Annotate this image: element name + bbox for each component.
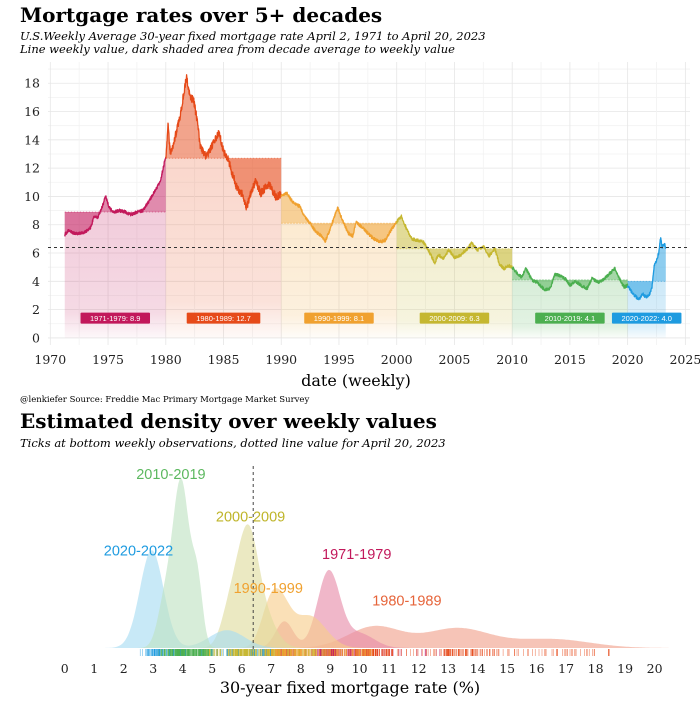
decade-label-2020-2022: 2020-2022: 4.0 [621, 314, 671, 323]
x-tick-1970: 1970 [34, 352, 66, 367]
bottom-chart-subtitle: Ticks at bottom weekly observations, dot… [20, 436, 446, 450]
density-x-tick-2: 2 [120, 661, 128, 676]
y-tick-4: 4 [32, 274, 40, 289]
density-x-tick-17: 17 [558, 661, 574, 676]
decade-label-box-2020-2022 [611, 312, 682, 324]
y-tick-18: 18 [24, 76, 40, 91]
x-tick-1995: 1995 [323, 352, 355, 367]
y-tick-6: 6 [32, 246, 40, 261]
density-x-tick-3: 3 [149, 661, 157, 676]
y-tick-14: 14 [24, 132, 40, 147]
density-x-tick-16: 16 [529, 661, 545, 676]
decade-label-box-2010-2019 [535, 312, 605, 324]
x-tick-1975: 1975 [92, 352, 124, 367]
decade-label-1990-1999: 1990-1999: 8.1 [314, 314, 364, 323]
x-tick-2025: 2025 [669, 352, 700, 367]
weekly-line-1990-1999 [280, 191, 398, 244]
density-x-tick-14: 14 [470, 661, 486, 676]
top-chart-y-ticks: 0 2 4 6 8 10 12 14 16 18 [24, 76, 40, 346]
decade-average-area-2000-2009 [396, 248, 513, 338]
y-tick-8: 8 [32, 217, 40, 232]
density-2020-2022 [73, 550, 670, 648]
deviation-area-2020-2022 [627, 237, 666, 300]
top-chart-decade-averages [64, 157, 666, 338]
density-label-2020-2022: 2020-2022 [104, 543, 173, 559]
top-chart-x-axis-label: date (weekly) [301, 371, 411, 390]
density-x-tick-15: 15 [499, 661, 515, 676]
decade-label-box-2000-2009 [419, 312, 490, 324]
decade-average-area-2010-2019 [512, 279, 628, 338]
decade-label-2010-2019: 2010-2019: 4.1 [545, 314, 595, 323]
density-x-tick-6: 6 [238, 661, 246, 676]
density-x-tick-18: 18 [588, 661, 604, 676]
top-chart-x-ticks: 1970 1975 1980 1985 1990 1995 2000 2005 2010 2015… [34, 352, 700, 367]
weekly-line-1980-1989 [165, 74, 282, 211]
density-x-tick-8: 8 [297, 661, 305, 676]
decade-label-box-1990-1999 [304, 312, 374, 324]
density-x-tick-20: 20 [647, 661, 663, 676]
bottom-chart-x-axis-label: 30-year fixed mortgage rate (%) [220, 678, 480, 697]
x-tick-1990: 1990 [265, 352, 297, 367]
weekly-line-2020-2022 [626, 237, 667, 301]
source-caption: @lenkiefer Source: Freddie Mac Primary M… [20, 395, 309, 405]
bottom-chart-x-ticks: 0 1 2 3 4 5 6 7 8 9 10 11 12 13 14 15 16 17 18 19 20 [61, 661, 663, 676]
density-label-2010-2019: 2010-2019 [136, 467, 205, 483]
y-tick-10: 10 [24, 189, 40, 204]
bottom-chart-densities [73, 477, 670, 648]
top-chart-subtitle-2: Line weekly value, dark shaded area from… [19, 42, 455, 56]
weekly-line-2000-2009 [396, 214, 513, 271]
x-tick-2015: 2015 [554, 352, 586, 367]
decade-label-box-1971-1979 [80, 312, 151, 324]
y-tick-2: 2 [32, 302, 40, 317]
y-tick-16: 16 [24, 104, 40, 119]
top-chart-weekly-lines [64, 74, 667, 301]
decade-label-1971-1979: 1971-1979: 8.9 [90, 314, 140, 323]
x-tick-1985: 1985 [208, 352, 240, 367]
density-x-tick-7: 7 [267, 661, 275, 676]
density-label-1990-1999: 1990-1999 [234, 581, 303, 597]
x-tick-2010: 2010 [496, 352, 528, 367]
density-x-tick-5: 5 [208, 661, 216, 676]
density-x-tick-1: 1 [90, 661, 98, 676]
density-x-tick-11: 11 [381, 661, 397, 676]
decade-label-2000-2009: 2000-2009: 6.3 [429, 314, 479, 323]
weekly-line-2010-2019 [511, 266, 629, 292]
x-tick-2020: 2020 [612, 352, 644, 367]
decade-label-1980-1989: 1980-1989: 12.7 [196, 314, 251, 323]
bottom-chart-rug [139, 649, 610, 656]
density-1980-1989 [73, 625, 670, 648]
top-chart-subtitle-1: U.S.Weekly Average 30-year fixed mortgag… [20, 29, 486, 43]
density-x-tick-4: 4 [179, 661, 187, 676]
density-x-tick-13: 13 [440, 661, 456, 676]
density-label-2000-2009: 2000-2009 [216, 510, 285, 526]
density-label-1971-1979: 1971-1979 [322, 547, 391, 563]
density-2010-2019 [73, 477, 670, 648]
decade-label-box-1980-1989 [186, 312, 261, 324]
density-x-tick-19: 19 [617, 661, 633, 676]
density-x-tick-12: 12 [411, 661, 427, 676]
top-chart-title: Mortgage rates over 5+ decades [20, 3, 382, 27]
y-tick-12: 12 [24, 161, 40, 176]
deviation-area-1971-1979 [64, 156, 166, 236]
x-tick-2005: 2005 [439, 352, 471, 367]
bottom-chart-title: Estimated density over weekly values [20, 409, 437, 433]
weekly-line-1971-1979 [64, 156, 167, 237]
bottom-chart-series-labels: 1980-1989 1971-1979 1990-1999 2000-2009 2020… [104, 467, 442, 609]
density-x-tick-9: 9 [326, 661, 334, 676]
density-label-1980-1989: 1980-1989 [372, 593, 441, 609]
top-chart-decade-labels: 1971-1979: 8.9 1980-1989: 12.7 1990-1999: … [80, 312, 682, 324]
density-x-tick-10: 10 [352, 661, 368, 676]
x-tick-2000: 2000 [381, 352, 413, 367]
density-x-tick-0: 0 [61, 661, 69, 676]
x-tick-1980: 1980 [150, 352, 182, 367]
deviation-area-1990-1999 [281, 192, 397, 243]
density-2000-2009 [73, 524, 670, 648]
y-tick-0: 0 [32, 330, 40, 345]
